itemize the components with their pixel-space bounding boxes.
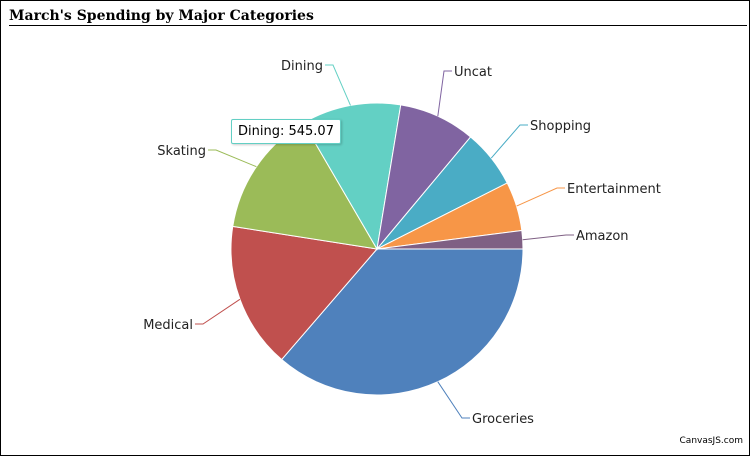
- label-skating: Skating: [157, 144, 206, 159]
- tooltip: Dining: 545.07: [231, 119, 341, 144]
- connector-shopping: [490, 124, 528, 159]
- label-entertainment: Entertainment: [567, 182, 661, 197]
- connector-skating: [208, 149, 257, 168]
- slice-medical[interactable]: [230, 225, 378, 361]
- connector-medical: [195, 298, 241, 325]
- label-groceries: Groceries: [472, 412, 534, 427]
- label-shopping: Shopping: [530, 119, 591, 134]
- connector-dining: [325, 64, 351, 106]
- label-uncat: Uncat: [454, 65, 492, 80]
- chart-title: March's Spending by Major Categories: [9, 8, 314, 24]
- title-underline: [9, 25, 747, 26]
- label-medical: Medical: [143, 318, 193, 333]
- credit-link[interactable]: CanvasJS.com: [679, 436, 743, 446]
- connector-entertainment: [516, 187, 565, 207]
- connector-amazon: [522, 234, 574, 241]
- label-dining: Dining: [281, 59, 323, 74]
- connector-uncat: [437, 70, 452, 117]
- connector-groceries: [437, 381, 470, 419]
- label-amazon: Amazon: [576, 229, 629, 244]
